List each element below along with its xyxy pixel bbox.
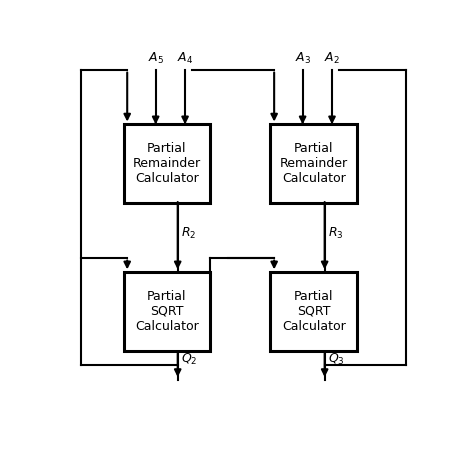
Text: $Q_2$: $Q_2$ bbox=[182, 352, 198, 367]
Text: $A_2$: $A_2$ bbox=[324, 51, 340, 66]
Bar bbox=[271, 124, 357, 203]
Text: $A_3$: $A_3$ bbox=[294, 51, 310, 66]
Text: $A_4$: $A_4$ bbox=[177, 51, 193, 66]
Text: Partial
Remainder
Calculator: Partial Remainder Calculator bbox=[133, 142, 201, 185]
Bar bbox=[124, 272, 210, 351]
Text: $R_2$: $R_2$ bbox=[182, 227, 197, 241]
Text: Partial
SQRT
Calculator: Partial SQRT Calculator bbox=[282, 290, 346, 333]
Text: Partial
Remainder
Calculator: Partial Remainder Calculator bbox=[280, 142, 348, 185]
Text: Partial
SQRT
Calculator: Partial SQRT Calculator bbox=[135, 290, 199, 333]
Text: $Q_3$: $Q_3$ bbox=[328, 352, 345, 367]
Text: $R_3$: $R_3$ bbox=[328, 227, 344, 241]
Bar bbox=[124, 124, 210, 203]
Bar bbox=[271, 272, 357, 351]
Text: $A_5$: $A_5$ bbox=[148, 51, 164, 66]
